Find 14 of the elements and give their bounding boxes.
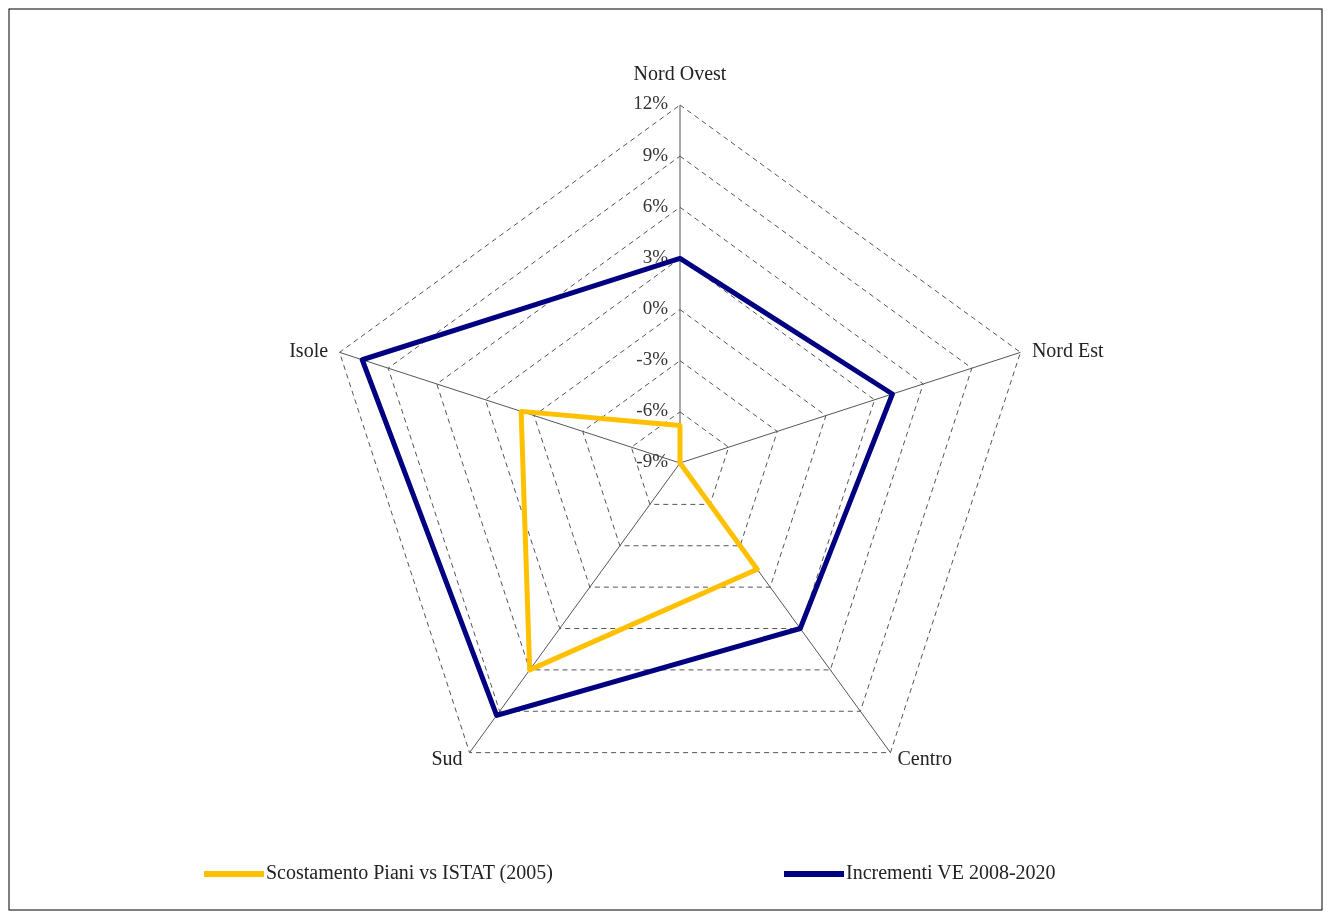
y-tick-label: 12% <box>633 92 669 114</box>
spoke-label: Isole <box>289 338 329 361</box>
legend-label: Incrementi VE 2008-2020 <box>846 860 1056 883</box>
y-tick-label: 0% <box>642 296 669 318</box>
spoke-label: Nord Est <box>1031 338 1104 361</box>
spoke-label: Sud <box>431 747 463 770</box>
y-tick-label: -3% <box>636 348 669 370</box>
y-tick-label: 6% <box>642 194 669 216</box>
y-tick-label: -6% <box>636 399 669 421</box>
legend-label: Scostamento Piani vs ISTAT (2005) <box>266 860 553 884</box>
y-tick-label: 9% <box>642 143 669 165</box>
spoke-label: Centro <box>897 747 952 770</box>
y-tick-label: -9% <box>636 450 669 472</box>
spoke-label: Nord Ovest <box>633 61 727 84</box>
